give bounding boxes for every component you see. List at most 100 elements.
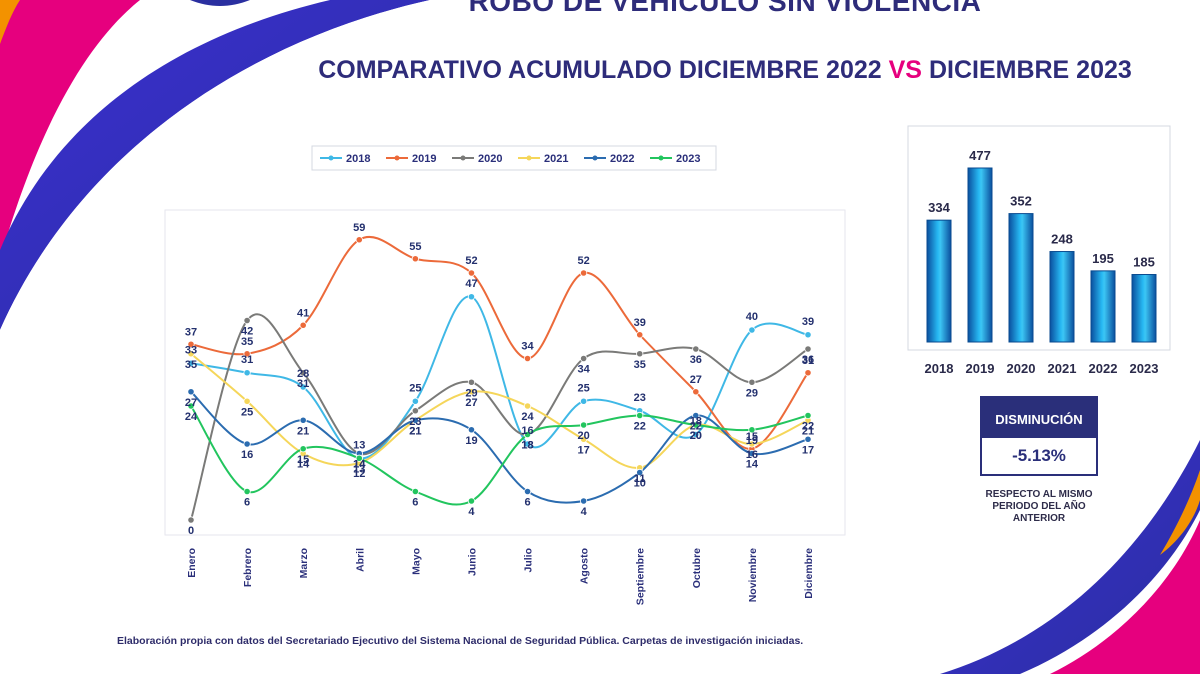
point-2020-Noviembre	[748, 378, 756, 386]
bar-value-2018: 334	[928, 200, 950, 215]
data-label-2021-Marzo: 14	[297, 459, 310, 471]
bar-2021	[1049, 251, 1075, 343]
point-2023-Julio	[523, 430, 532, 439]
point-2021-Junio	[467, 388, 476, 396]
point-2023-Junio	[467, 497, 476, 505]
data-label-2020-Febrero: 42	[241, 326, 253, 338]
point-2019-Enero	[187, 340, 195, 348]
swoosh-pink-left	[0, 0, 140, 260]
point-2023-Abril	[355, 454, 363, 462]
data-label-2019-Agosto: 52	[578, 255, 590, 267]
x-tick-Abril: Abril	[354, 548, 366, 572]
bar-2022	[1090, 270, 1116, 343]
bar-value-2021: 248	[1051, 232, 1073, 247]
data-label-2023-Mayo: 6	[412, 497, 418, 509]
bar-value-2020: 352	[1010, 194, 1032, 209]
x-tick-Mayo: Mayo	[410, 548, 422, 575]
bar-2023	[1131, 274, 1157, 343]
point-2022-Mayo	[411, 416, 419, 424]
point-2020-Junio	[467, 378, 476, 386]
data-label-2018-Enero: 33	[185, 344, 197, 356]
data-label-2020-Agosto: 34	[578, 364, 591, 376]
point-2022-Noviembre	[748, 449, 756, 458]
point-2019-Febrero	[243, 350, 251, 358]
legend-label-2023: 2023	[676, 153, 700, 165]
point-2018-Febrero	[243, 369, 251, 377]
bar-2020	[1008, 213, 1034, 343]
bar-label-2020: 2020	[1007, 361, 1036, 376]
point-2021-Febrero	[243, 397, 251, 405]
data-label-2019-Marzo: 41	[297, 307, 309, 319]
point-2023-Marzo	[299, 445, 307, 453]
legend-label-2020: 2020	[478, 153, 502, 165]
data-label-2019-Enero: 37	[185, 326, 197, 338]
point-2022-Marzo	[299, 416, 307, 424]
data-label-2021-Febrero: 25	[241, 406, 253, 418]
point-2022-Enero	[187, 388, 195, 396]
point-2023-Octubre	[692, 421, 700, 429]
data-label-2018-Junio: 47	[465, 278, 477, 290]
data-label-2021-Septiembre: 11	[634, 473, 646, 485]
data-label-2018-Agosto: 25	[578, 382, 590, 394]
point-2019-Julio	[523, 354, 532, 363]
legend-marker-2021	[526, 155, 532, 161]
legend-label-2022: 2022	[610, 153, 634, 165]
data-label-2021-Enero: 35	[185, 359, 197, 371]
point-2021-Noviembre	[748, 440, 756, 448]
point-2018-Noviembre	[748, 326, 756, 334]
source-note: Elaboración propia con datos del Secreta…	[117, 635, 804, 647]
point-2022-Febrero	[243, 440, 251, 448]
x-tick-Diciembre: Diciembre	[803, 548, 815, 599]
x-tick-Junio: Junio	[466, 548, 478, 576]
legend-marker-2018	[328, 155, 334, 161]
legend-label-2018: 2018	[346, 153, 370, 165]
legend-marker-2022	[592, 155, 598, 161]
swoosh-blue-left	[0, 0, 430, 330]
point-2022-Diciembre	[804, 435, 812, 443]
bar-label-2023: 2023	[1130, 361, 1159, 376]
point-2022-Agosto	[580, 497, 588, 505]
bar-value-2023: 185	[1133, 255, 1155, 270]
decrease-box: DISMINUCIÓN -5.13%	[980, 396, 1098, 476]
bar-2019	[967, 167, 993, 343]
point-2019-Marzo	[299, 321, 307, 329]
point-2019-Mayo	[411, 255, 419, 263]
logo-arc	[190, 0, 250, 6]
bar-label-2021: 2021	[1048, 361, 1077, 376]
point-2020-Enero	[187, 516, 195, 524]
decrease-note: RESPECTO AL MISMO PERIODO DEL AÑO ANTERI…	[985, 489, 1093, 524]
x-tick-Marzo: Marzo	[298, 548, 310, 578]
point-2019-Abril	[355, 236, 363, 244]
legend-marker-2020	[460, 155, 466, 161]
data-label-2023-Octubre: 20	[690, 430, 702, 442]
point-2021-Enero	[187, 350, 195, 358]
data-label-2020-Enero: 0	[188, 525, 194, 537]
data-label-2018-Septiembre: 23	[634, 392, 646, 404]
swoosh-blue-right	[940, 440, 1200, 674]
x-tick-Septiembre: Septiembre	[635, 548, 647, 605]
swoosh-pink-right	[1050, 520, 1200, 674]
data-label-2021-Noviembre: 16	[746, 449, 758, 461]
subtitle-vs: VS	[888, 56, 922, 84]
point-2021-Julio	[523, 402, 532, 410]
data-label-2021-Abril: 12	[353, 468, 365, 480]
bar-label-2019: 2019	[966, 361, 995, 376]
data-label-2023-Julio: 18	[521, 440, 533, 452]
data-label-2018-Abril: 13	[353, 439, 365, 451]
point-2018-Junio	[467, 293, 476, 301]
bar-value-2019: 477	[969, 148, 991, 163]
data-label-2021-Diciembre: 21	[802, 425, 814, 437]
data-label-2022-Septiembre: 10	[634, 478, 646, 490]
data-label-2022-Marzo: 21	[297, 425, 309, 437]
point-2018-Mayo	[411, 397, 419, 405]
point-2022-Octubre	[692, 411, 700, 420]
point-2023-Diciembre	[804, 411, 812, 420]
point-2020-Marzo	[299, 369, 307, 377]
data-label-2023-Abril: 13	[353, 463, 365, 475]
point-2020-Agosto	[580, 354, 588, 363]
bar-label-2022: 2022	[1089, 361, 1118, 376]
point-2019-Octubre	[692, 388, 700, 396]
x-tick-Julio: Julio	[523, 548, 535, 573]
page-subtitle: COMPARATIVO ACUMULADO DICIEMBRE 2022 VS …	[270, 56, 1180, 85]
